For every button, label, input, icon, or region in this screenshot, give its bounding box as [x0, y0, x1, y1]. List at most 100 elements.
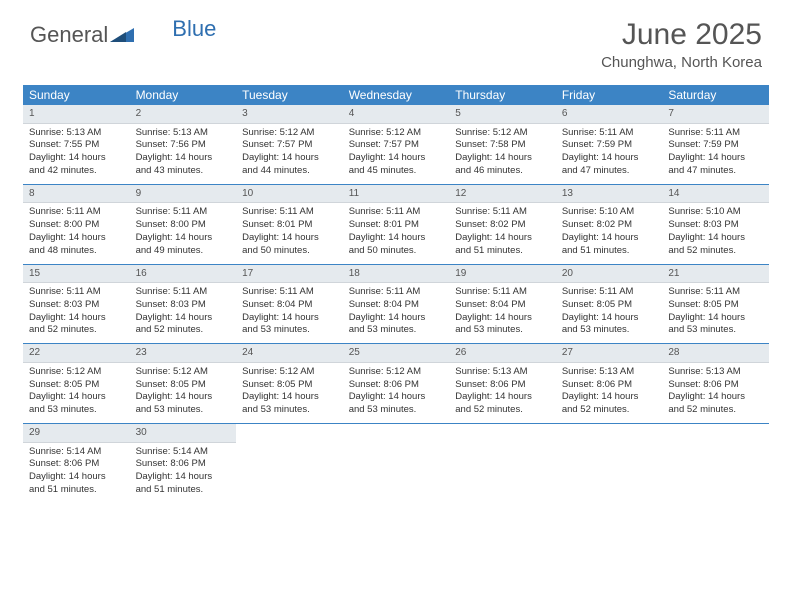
calendar-week-row: 29Sunrise: 5:14 AMSunset: 8:06 PMDayligh…	[23, 424, 769, 503]
day-content: Sunrise: 5:11 AMSunset: 8:00 PMDaylight:…	[23, 203, 130, 263]
sunset-line: Sunset: 8:05 PM	[668, 299, 763, 312]
daylight-line: Daylight: 14 hours and 53 minutes.	[668, 312, 763, 338]
sunrise-line: Sunrise: 5:11 AM	[349, 286, 444, 299]
sunset-line: Sunset: 7:55 PM	[29, 139, 124, 152]
sunrise-line: Sunrise: 5:11 AM	[455, 206, 550, 219]
daylight-line: Daylight: 14 hours and 47 minutes.	[668, 152, 763, 178]
day-content: Sunrise: 5:11 AMSunset: 8:05 PMDaylight:…	[662, 283, 769, 343]
daylight-line: Daylight: 14 hours and 53 minutes.	[455, 312, 550, 338]
sunrise-line: Sunrise: 5:11 AM	[349, 206, 444, 219]
day-number: 25	[343, 344, 450, 363]
day-number: 19	[449, 265, 556, 284]
day-content: Sunrise: 5:11 AMSunset: 8:03 PMDaylight:…	[130, 283, 237, 343]
sunrise-line: Sunrise: 5:14 AM	[136, 446, 231, 459]
daylight-line: Daylight: 14 hours and 53 minutes.	[349, 312, 444, 338]
daylight-line: Daylight: 14 hours and 52 minutes.	[668, 391, 763, 417]
sunrise-line: Sunrise: 5:13 AM	[455, 366, 550, 379]
daylight-line: Daylight: 14 hours and 52 minutes.	[136, 312, 231, 338]
day-content: Sunrise: 5:13 AMSunset: 8:06 PMDaylight:…	[662, 363, 769, 423]
calendar-day-cell: 29Sunrise: 5:14 AMSunset: 8:06 PMDayligh…	[23, 424, 130, 503]
daylight-line: Daylight: 14 hours and 50 minutes.	[349, 232, 444, 258]
day-number: 18	[343, 265, 450, 284]
day-number: 23	[130, 344, 237, 363]
day-number: 5	[449, 105, 556, 124]
day-content: Sunrise: 5:11 AMSunset: 8:00 PMDaylight:…	[130, 203, 237, 263]
title-block: June 2025 Chunghwa, North Korea	[601, 18, 762, 71]
sunrise-line: Sunrise: 5:11 AM	[562, 127, 657, 140]
calendar-day-cell	[236, 424, 343, 503]
daylight-line: Daylight: 14 hours and 52 minutes.	[668, 232, 763, 258]
sunrise-line: Sunrise: 5:13 AM	[562, 366, 657, 379]
weekday-header: Wednesday	[343, 85, 450, 105]
calendar-body: 1Sunrise: 5:13 AMSunset: 7:55 PMDaylight…	[23, 105, 769, 503]
sunrise-line: Sunrise: 5:12 AM	[136, 366, 231, 379]
day-number: 4	[343, 105, 450, 124]
day-number: 26	[449, 344, 556, 363]
sunrise-line: Sunrise: 5:14 AM	[29, 446, 124, 459]
sunrise-line: Sunrise: 5:11 AM	[455, 286, 550, 299]
calendar-day-cell: 7Sunrise: 5:11 AMSunset: 7:59 PMDaylight…	[662, 105, 769, 184]
sunset-line: Sunset: 8:05 PM	[562, 299, 657, 312]
page-title: June 2025	[601, 18, 762, 52]
sunrise-line: Sunrise: 5:13 AM	[136, 127, 231, 140]
day-number: 30	[130, 424, 237, 443]
day-content: Sunrise: 5:11 AMSunset: 8:03 PMDaylight:…	[23, 283, 130, 343]
day-number: 16	[130, 265, 237, 284]
sunset-line: Sunset: 8:06 PM	[562, 379, 657, 392]
calendar-day-cell: 21Sunrise: 5:11 AMSunset: 8:05 PMDayligh…	[662, 265, 769, 344]
calendar-day-cell: 14Sunrise: 5:10 AMSunset: 8:03 PMDayligh…	[662, 185, 769, 264]
day-number: 11	[343, 185, 450, 204]
day-content: Sunrise: 5:11 AMSunset: 8:02 PMDaylight:…	[449, 203, 556, 263]
calendar-week-row: 15Sunrise: 5:11 AMSunset: 8:03 PMDayligh…	[23, 265, 769, 344]
sunset-line: Sunset: 8:06 PM	[668, 379, 763, 392]
sunset-line: Sunset: 8:03 PM	[136, 299, 231, 312]
sunrise-line: Sunrise: 5:11 AM	[136, 286, 231, 299]
day-content: Sunrise: 5:12 AMSunset: 7:57 PMDaylight:…	[236, 124, 343, 184]
calendar-day-cell: 5Sunrise: 5:12 AMSunset: 7:58 PMDaylight…	[449, 105, 556, 184]
sunset-line: Sunset: 8:05 PM	[136, 379, 231, 392]
day-content: Sunrise: 5:12 AMSunset: 8:05 PMDaylight:…	[130, 363, 237, 423]
day-content: Sunrise: 5:11 AMSunset: 8:05 PMDaylight:…	[556, 283, 663, 343]
calendar-table: Sunday Monday Tuesday Wednesday Thursday…	[23, 85, 769, 503]
logo-icon	[110, 22, 134, 48]
sunrise-line: Sunrise: 5:12 AM	[242, 366, 337, 379]
day-content: Sunrise: 5:13 AMSunset: 7:55 PMDaylight:…	[23, 124, 130, 184]
calendar-day-cell: 8Sunrise: 5:11 AMSunset: 8:00 PMDaylight…	[23, 185, 130, 264]
calendar-day-cell: 28Sunrise: 5:13 AMSunset: 8:06 PMDayligh…	[662, 344, 769, 423]
daylight-line: Daylight: 14 hours and 42 minutes.	[29, 152, 124, 178]
day-number: 15	[23, 265, 130, 284]
daylight-line: Daylight: 14 hours and 51 minutes.	[136, 471, 231, 497]
sunset-line: Sunset: 8:06 PM	[29, 458, 124, 471]
logo: General Blue	[30, 22, 216, 48]
day-content: Sunrise: 5:11 AMSunset: 8:04 PMDaylight:…	[343, 283, 450, 343]
calendar-day-cell: 2Sunrise: 5:13 AMSunset: 7:56 PMDaylight…	[130, 105, 237, 184]
sunset-line: Sunset: 8:02 PM	[562, 219, 657, 232]
calendar-day-cell: 17Sunrise: 5:11 AMSunset: 8:04 PMDayligh…	[236, 265, 343, 344]
daylight-line: Daylight: 14 hours and 53 minutes.	[242, 312, 337, 338]
day-content: Sunrise: 5:10 AMSunset: 8:03 PMDaylight:…	[662, 203, 769, 263]
day-content: Sunrise: 5:12 AMSunset: 7:58 PMDaylight:…	[449, 124, 556, 184]
sunset-line: Sunset: 8:03 PM	[29, 299, 124, 312]
calendar-week-row: 22Sunrise: 5:12 AMSunset: 8:05 PMDayligh…	[23, 344, 769, 423]
daylight-line: Daylight: 14 hours and 47 minutes.	[562, 152, 657, 178]
sunset-line: Sunset: 8:02 PM	[455, 219, 550, 232]
sunset-line: Sunset: 8:05 PM	[29, 379, 124, 392]
day-content: Sunrise: 5:11 AMSunset: 8:01 PMDaylight:…	[343, 203, 450, 263]
calendar-day-cell: 24Sunrise: 5:12 AMSunset: 8:05 PMDayligh…	[236, 344, 343, 423]
calendar-day-cell: 19Sunrise: 5:11 AMSunset: 8:04 PMDayligh…	[449, 265, 556, 344]
calendar-day-cell: 16Sunrise: 5:11 AMSunset: 8:03 PMDayligh…	[130, 265, 237, 344]
sunrise-line: Sunrise: 5:11 AM	[242, 206, 337, 219]
day-number: 2	[130, 105, 237, 124]
sunrise-line: Sunrise: 5:12 AM	[349, 366, 444, 379]
day-content: Sunrise: 5:11 AMSunset: 8:04 PMDaylight:…	[236, 283, 343, 343]
sunrise-line: Sunrise: 5:12 AM	[242, 127, 337, 140]
calendar-week-row: 8Sunrise: 5:11 AMSunset: 8:00 PMDaylight…	[23, 185, 769, 264]
daylight-line: Daylight: 14 hours and 51 minutes.	[562, 232, 657, 258]
day-number: 3	[236, 105, 343, 124]
logo-word1: General	[30, 22, 108, 48]
sunrise-line: Sunrise: 5:10 AM	[562, 206, 657, 219]
daylight-line: Daylight: 14 hours and 53 minutes.	[136, 391, 231, 417]
sunset-line: Sunset: 8:00 PM	[136, 219, 231, 232]
weekday-header: Sunday	[23, 85, 130, 105]
sunset-line: Sunset: 8:06 PM	[349, 379, 444, 392]
